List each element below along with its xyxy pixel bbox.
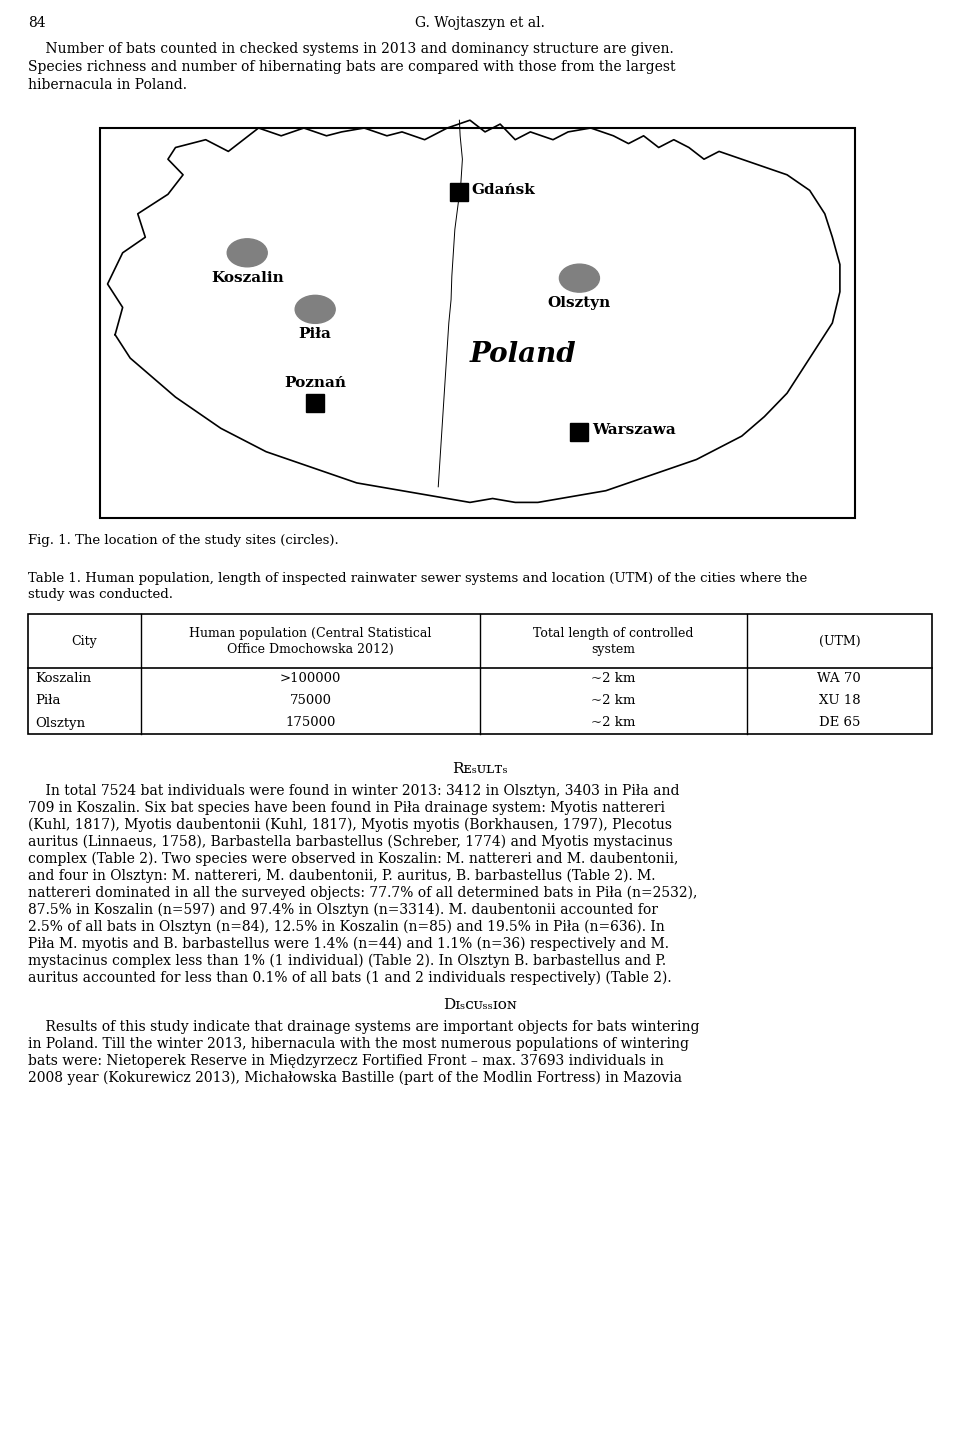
Text: Gdańsk: Gdańsk (471, 183, 536, 197)
Text: ~2 km: ~2 km (591, 717, 636, 730)
Text: hibernacula in Poland.: hibernacula in Poland. (28, 78, 187, 92)
Ellipse shape (560, 264, 599, 292)
Text: City: City (72, 635, 97, 648)
Text: Piła: Piła (35, 694, 60, 707)
Text: Koszalin: Koszalin (35, 672, 91, 685)
Ellipse shape (228, 239, 267, 266)
Text: Olsztyn: Olsztyn (548, 297, 612, 310)
Text: G. Wojtaszyn et al.: G. Wojtaszyn et al. (415, 16, 545, 30)
Text: DE 65: DE 65 (819, 717, 860, 730)
Text: XU 18: XU 18 (819, 694, 860, 707)
Text: Olsztyn: Olsztyn (35, 717, 85, 730)
Text: Rᴇₛᴜʟᴛₛ: Rᴇₛᴜʟᴛₛ (452, 762, 508, 776)
Text: Poznań: Poznań (284, 376, 347, 390)
Text: auritus (Linnaeus, 1758), Barbastella barbastellus (Schreber, 1774) and Myotis m: auritus (Linnaeus, 1758), Barbastella ba… (28, 835, 673, 850)
Ellipse shape (295, 295, 335, 324)
Text: Office Dmochowska 2012): Office Dmochowska 2012) (228, 642, 394, 655)
Text: WA 70: WA 70 (818, 672, 861, 685)
Text: auritus accounted for less than 0.1% of all bats (1 and 2 individuals respective: auritus accounted for less than 0.1% of … (28, 971, 672, 985)
Text: Table 1. Human population, length of inspected rainwater sewer systems and locat: Table 1. Human population, length of ins… (28, 572, 807, 585)
Text: >100000: >100000 (279, 672, 341, 685)
Bar (100, 128, 855, 518)
Text: Piła: Piła (299, 327, 331, 341)
Text: 175000: 175000 (285, 717, 336, 730)
Text: Human population (Central Statistical: Human population (Central Statistical (189, 626, 432, 639)
Text: 2.5% of all bats in Olsztyn (n=84), 12.5% in Koszalin (n=85) and 19.5% in Piła (: 2.5% of all bats in Olsztyn (n=84), 12.5… (28, 920, 664, 935)
Text: In total 7524 bat individuals were found in winter 2013: 3412 in Olsztyn, 3403 i: In total 7524 bat individuals were found… (28, 783, 680, 798)
Text: 709 in Koszalin. Six bat species have been found in Piła drainage system: Myotis: 709 in Koszalin. Six bat species have be… (28, 801, 665, 815)
Text: system: system (591, 642, 636, 655)
Text: Species richness and number of hibernating bats are compared with those from the: Species richness and number of hibernati… (28, 60, 676, 73)
Text: (UTM): (UTM) (819, 635, 860, 648)
Text: study was conducted.: study was conducted. (28, 588, 173, 600)
Text: Koszalin: Koszalin (211, 271, 283, 285)
Text: and four in Olsztyn: M. nattereri, M. daubentonii, P. auritus, B. barbastellus (: and four in Olsztyn: M. nattereri, M. da… (28, 868, 656, 883)
Text: mystacinus complex less than 1% (1 individual) (Table 2). In Olsztyn B. barbaste: mystacinus complex less than 1% (1 indiv… (28, 953, 666, 968)
Text: (Kuhl, 1817), Myotis daubentonii (Kuhl, 1817), Myotis myotis (Borkhausen, 1797),: (Kuhl, 1817), Myotis daubentonii (Kuhl, … (28, 818, 672, 832)
Text: Results of this study indicate that drainage systems are important objects for b: Results of this study indicate that drai… (28, 1020, 700, 1034)
Bar (570, 423, 588, 441)
Text: Piła M. myotis and B. barbastellus were 1.4% (n=44) and 1.1% (n=36) respectively: Piła M. myotis and B. barbastellus were … (28, 937, 669, 952)
Text: 87.5% in Koszalin (n=597) and 97.4% in Olsztyn (n=3314). M. daubentonii accounte: 87.5% in Koszalin (n=597) and 97.4% in O… (28, 903, 658, 917)
Text: Number of bats counted in checked systems in 2013 and dominancy structure are gi: Number of bats counted in checked system… (28, 42, 674, 56)
Text: Total length of controlled: Total length of controlled (533, 626, 693, 639)
Text: 75000: 75000 (290, 694, 331, 707)
Bar (306, 395, 324, 412)
Text: Warszawa: Warszawa (592, 423, 676, 438)
Text: 2008 year (Kokurewicz 2013), Michałowska Bastille (part of the Modlin Fortress) : 2008 year (Kokurewicz 2013), Michałowska… (28, 1071, 682, 1086)
Bar (449, 183, 468, 202)
Text: nattereri dominated in all the surveyed objects: 77.7% of all determined bats in: nattereri dominated in all the surveyed … (28, 886, 697, 900)
Text: Fig. 1. The location of the study sites (circles).: Fig. 1. The location of the study sites … (28, 534, 339, 547)
Text: ~2 km: ~2 km (591, 694, 636, 707)
Bar (28, 613, 932, 734)
Text: Poland: Poland (469, 341, 576, 367)
Text: complex (Table 2). Two species were observed in Koszalin: M. nattereri and M. da: complex (Table 2). Two species were obse… (28, 852, 679, 867)
Text: bats were: Nietoperek Reserve in Międzyrzecz Fortified Front – max. 37693 indivi: bats were: Nietoperek Reserve in Międzyr… (28, 1054, 664, 1068)
Text: Dɪₛᴄᴜₛₛɪᴏɴ: Dɪₛᴄᴜₛₛɪᴏɴ (444, 998, 516, 1012)
Text: 84: 84 (28, 16, 46, 30)
Text: in Poland. Till the winter 2013, hibernacula with the most numerous populations : in Poland. Till the winter 2013, hiberna… (28, 1037, 689, 1051)
Text: ~2 km: ~2 km (591, 672, 636, 685)
